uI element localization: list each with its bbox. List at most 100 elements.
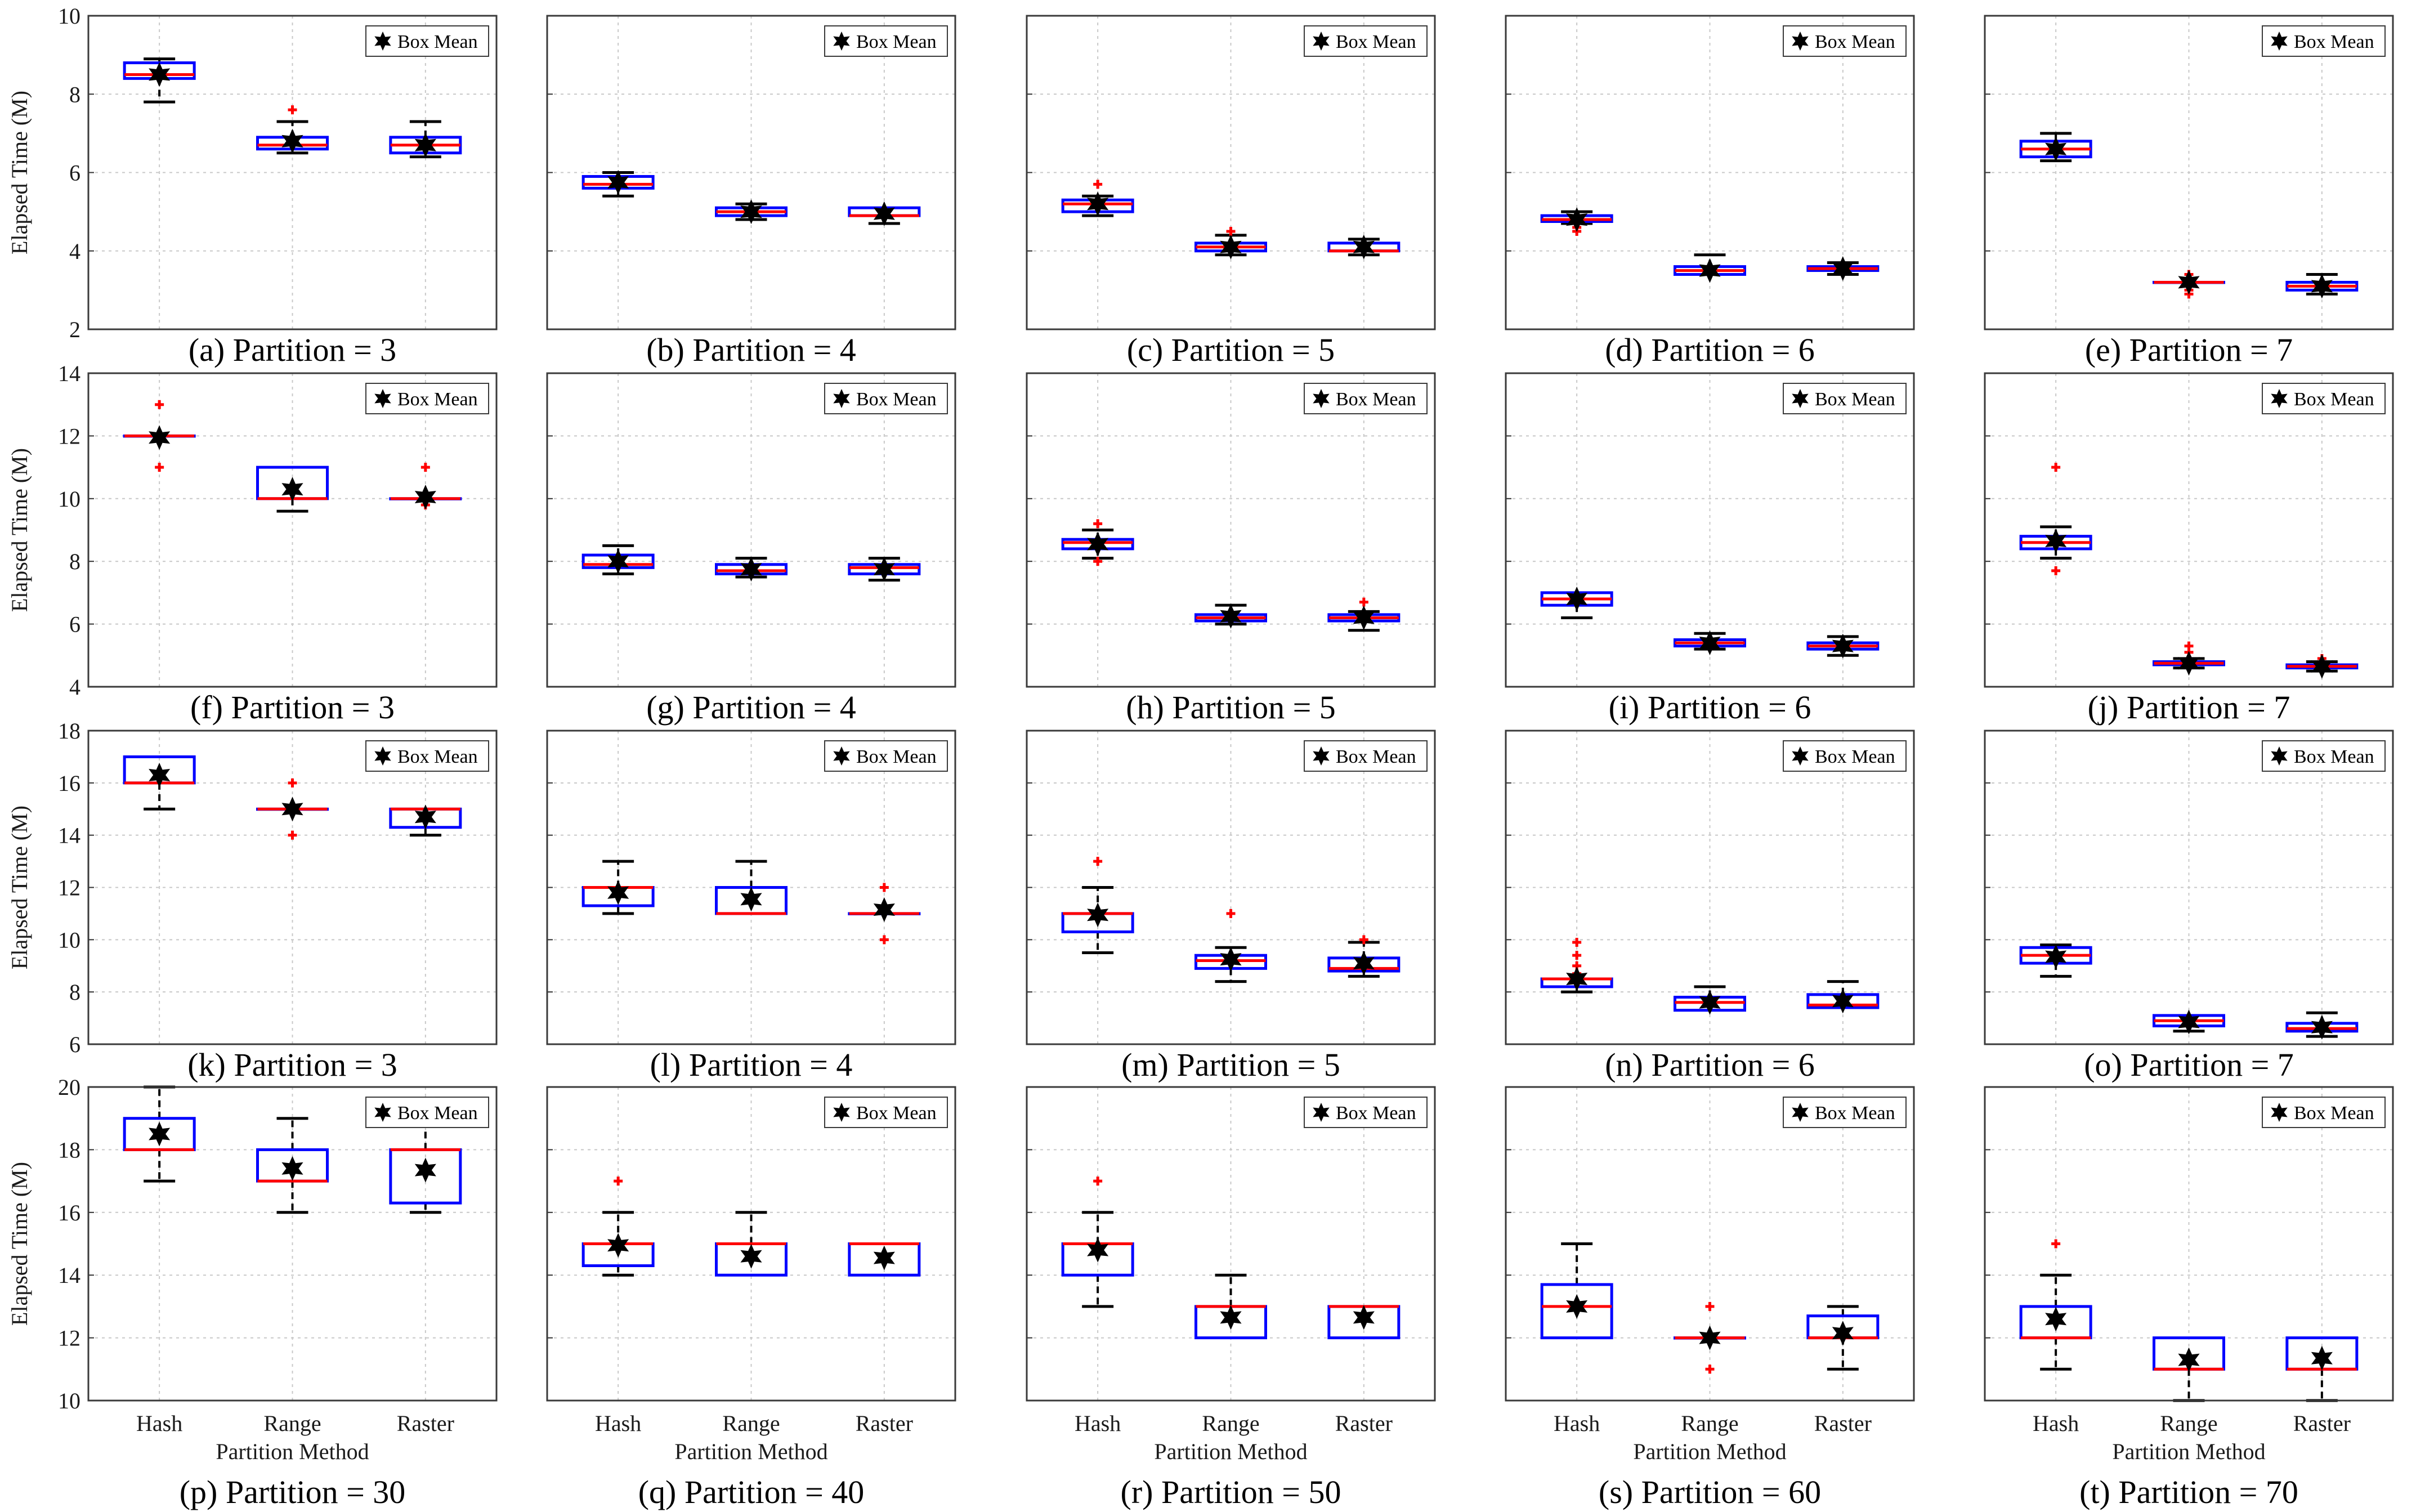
box-range bbox=[2153, 270, 2225, 299]
outlier-point bbox=[614, 1177, 623, 1186]
mean-marker bbox=[1699, 1325, 1721, 1350]
box-hash bbox=[123, 755, 196, 811]
mean-marker bbox=[1832, 633, 1854, 659]
outlier-point bbox=[2051, 566, 2061, 575]
y-tick-label: 14 bbox=[58, 361, 80, 386]
mean-marker bbox=[414, 132, 436, 158]
y-tick-label: 20 bbox=[58, 1075, 80, 1100]
y-tick-label: 10 bbox=[58, 1388, 80, 1413]
y-axis-label: Elapsed Time (M) bbox=[7, 91, 32, 254]
legend-label: Box Mean bbox=[2294, 1103, 2374, 1124]
legend-mean-icon bbox=[2271, 32, 2288, 51]
subplot-caption: (i) Partition = 6 bbox=[1609, 689, 1811, 726]
mean-marker bbox=[281, 1156, 303, 1181]
box-raster bbox=[2285, 1011, 2359, 1040]
x-axis-label: Partition Method bbox=[216, 1439, 369, 1464]
outlier-point bbox=[1359, 597, 1368, 607]
y-tick-label: 18 bbox=[58, 1137, 80, 1162]
mean-marker bbox=[1566, 207, 1588, 232]
mean-marker bbox=[607, 880, 629, 905]
mean-marker bbox=[1087, 531, 1109, 557]
legend-mean-icon bbox=[833, 1103, 850, 1122]
outlier-point bbox=[879, 883, 889, 892]
mean-marker bbox=[281, 128, 303, 154]
legend-mean-icon bbox=[374, 389, 391, 408]
x-axis-label: Partition Method bbox=[1633, 1439, 1786, 1464]
box-hash bbox=[1540, 587, 1613, 619]
box-hash bbox=[123, 400, 196, 472]
axes-frame bbox=[1505, 15, 1915, 330]
mean-marker bbox=[2311, 1345, 2333, 1371]
box-range bbox=[1194, 226, 1267, 260]
mean-marker bbox=[740, 557, 762, 582]
y-tick-label: 4 bbox=[69, 674, 80, 700]
outlier-point bbox=[1226, 909, 1236, 918]
box-range bbox=[256, 105, 329, 155]
mean-marker bbox=[2178, 651, 2200, 676]
legend-mean-icon bbox=[2271, 389, 2288, 408]
box-hash bbox=[581, 544, 655, 575]
subplot-caption: (a) Partition = 3 bbox=[189, 332, 396, 368]
y-tick-label: 6 bbox=[69, 1032, 80, 1057]
axes-frame bbox=[1984, 730, 2394, 1045]
legend-mean-icon bbox=[1313, 1103, 1330, 1122]
legend-label: Box Mean bbox=[2294, 389, 2374, 410]
mean-marker bbox=[2311, 1014, 2333, 1040]
box-range bbox=[1194, 1273, 1267, 1340]
subplot-c: Box Mean (c) Partition = 5 bbox=[1026, 15, 1436, 368]
x-tick-label: Raster bbox=[856, 1411, 913, 1436]
axes-frame bbox=[1505, 372, 1915, 688]
y-tick-label: 12 bbox=[58, 1326, 80, 1351]
y-axis-label: Elapsed Time (M) bbox=[7, 448, 32, 612]
box-raster bbox=[1806, 980, 1880, 1014]
mean-marker bbox=[1220, 947, 1242, 972]
mean-marker bbox=[1566, 1294, 1588, 1319]
y-tick-label: 18 bbox=[58, 718, 80, 744]
box-hash bbox=[1540, 937, 1613, 994]
mean-marker bbox=[1566, 967, 1588, 991]
mean-marker bbox=[2311, 274, 2333, 299]
legend-label: Box Mean bbox=[1336, 32, 1416, 52]
subplot-g: Box Mean (g) Partition = 4 bbox=[546, 372, 956, 726]
legend: Box Mean bbox=[365, 740, 489, 772]
legend-label: Box Mean bbox=[856, 746, 937, 767]
axes-frame bbox=[1505, 730, 1915, 1045]
legend-mean-icon bbox=[1792, 32, 1809, 51]
mean-marker bbox=[149, 1121, 171, 1147]
subplot-j: Box Mean (j) Partition = 7 bbox=[1984, 372, 2394, 726]
mean-marker bbox=[873, 201, 895, 226]
box-range bbox=[1674, 985, 1746, 1015]
mean-marker bbox=[873, 1245, 895, 1271]
legend-mean-icon bbox=[833, 389, 850, 408]
box-raster bbox=[389, 120, 462, 159]
mean-marker bbox=[2178, 1347, 2200, 1372]
y-tick-label: 10 bbox=[58, 3, 80, 29]
legend: Box Mean bbox=[1304, 740, 1428, 772]
x-tick-label: Raster bbox=[2293, 1411, 2351, 1436]
mean-marker bbox=[2311, 654, 2333, 679]
legend-mean-icon bbox=[374, 746, 391, 766]
legend-box bbox=[2262, 25, 2386, 57]
mean-marker bbox=[1087, 1237, 1109, 1263]
x-tick-label: Raster bbox=[1335, 1411, 1393, 1436]
axes-frame bbox=[546, 730, 956, 1045]
box-raster bbox=[1327, 597, 1401, 632]
box-raster bbox=[848, 201, 921, 226]
subplot-caption: (m) Partition = 5 bbox=[1121, 1046, 1340, 1083]
axes-frame bbox=[1026, 730, 1436, 1045]
mean-marker bbox=[2045, 944, 2067, 969]
outlier-point bbox=[288, 105, 297, 115]
mean-marker bbox=[414, 1157, 436, 1183]
box-raster bbox=[389, 804, 462, 837]
box-range bbox=[1674, 630, 1746, 655]
legend: Box Mean bbox=[824, 740, 948, 772]
legend-label: Box Mean bbox=[2294, 32, 2374, 52]
axes-frame bbox=[1026, 15, 1436, 330]
mean-marker bbox=[1220, 603, 1242, 629]
y-tick-label: 10 bbox=[58, 486, 80, 512]
mean-marker bbox=[607, 549, 629, 574]
legend-mean-icon bbox=[374, 32, 391, 51]
box-raster bbox=[1327, 234, 1401, 260]
axes-frame bbox=[87, 1086, 498, 1402]
box-hash bbox=[1061, 180, 1134, 217]
